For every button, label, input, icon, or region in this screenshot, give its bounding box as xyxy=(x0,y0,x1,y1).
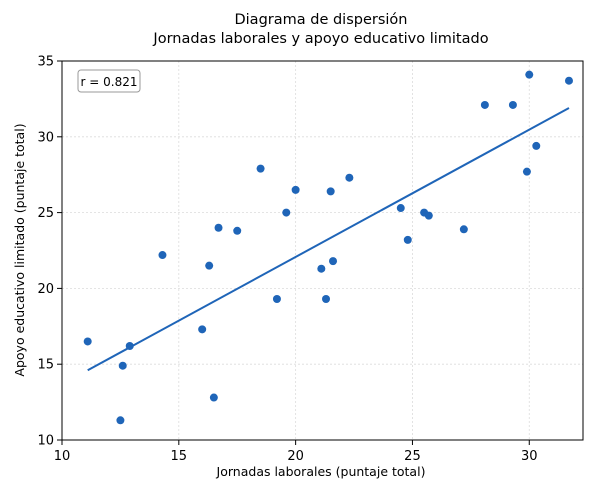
x-tick-label: 25 xyxy=(404,449,421,464)
correlation-annotation: r = 0.821 xyxy=(77,69,141,93)
regression-line xyxy=(87,107,570,372)
y-tick-label: 15 xyxy=(37,358,54,373)
data-point xyxy=(403,235,412,244)
data-point xyxy=(508,100,517,109)
regression-line-group xyxy=(87,107,570,372)
chart-subtitle: Jornadas laborales y apoyo educativo lim… xyxy=(152,31,488,47)
data-point xyxy=(125,342,134,351)
annotation-box xyxy=(77,69,141,93)
data-point xyxy=(118,361,127,370)
data-point xyxy=(326,187,335,196)
plot-frame xyxy=(61,60,584,441)
data-point xyxy=(209,393,218,402)
data-point xyxy=(564,76,573,85)
data-point xyxy=(116,416,125,425)
y-tick-label: 25 xyxy=(37,206,54,221)
x-tick-label: 15 xyxy=(171,449,188,464)
data-point xyxy=(317,264,326,273)
data-point xyxy=(480,100,489,109)
data-point xyxy=(198,325,207,334)
y-tick-label: 20 xyxy=(37,282,54,297)
data-point xyxy=(522,167,531,176)
data-point xyxy=(459,225,468,234)
grid-lines xyxy=(61,60,583,441)
y-axis-title: Apoyo educativo limitado (puntaje total) xyxy=(12,123,27,376)
annotation-text: r = 0.821 xyxy=(81,75,138,89)
y-tick-label: 10 xyxy=(37,434,54,449)
data-point xyxy=(525,70,534,79)
data-point xyxy=(291,185,300,194)
y-tick-label: 30 xyxy=(37,130,54,145)
data-point xyxy=(345,173,354,182)
x-tick-label: 30 xyxy=(521,449,538,464)
data-point xyxy=(329,257,338,266)
data-point xyxy=(424,211,433,220)
data-point xyxy=(256,164,265,173)
y-tick-label: 35 xyxy=(37,55,54,70)
data-point xyxy=(322,295,331,304)
x-tick-label: 20 xyxy=(287,449,304,464)
data-point xyxy=(272,295,281,304)
data-point xyxy=(158,251,167,260)
data-point xyxy=(532,141,541,150)
chart-title: Diagrama de dispersión xyxy=(234,12,407,28)
x-axis-title: Jornadas laborales (puntaje total) xyxy=(216,464,426,479)
data-points xyxy=(83,70,573,425)
x-tick-label: 10 xyxy=(54,449,71,464)
data-point xyxy=(205,261,214,270)
data-point xyxy=(396,204,405,213)
data-point xyxy=(282,208,291,217)
data-point xyxy=(233,226,242,235)
data-point xyxy=(83,337,92,346)
data-point xyxy=(214,223,223,232)
axes: 10 15 20 25 30 10 15 20 25 30 35 xyxy=(37,55,584,464)
